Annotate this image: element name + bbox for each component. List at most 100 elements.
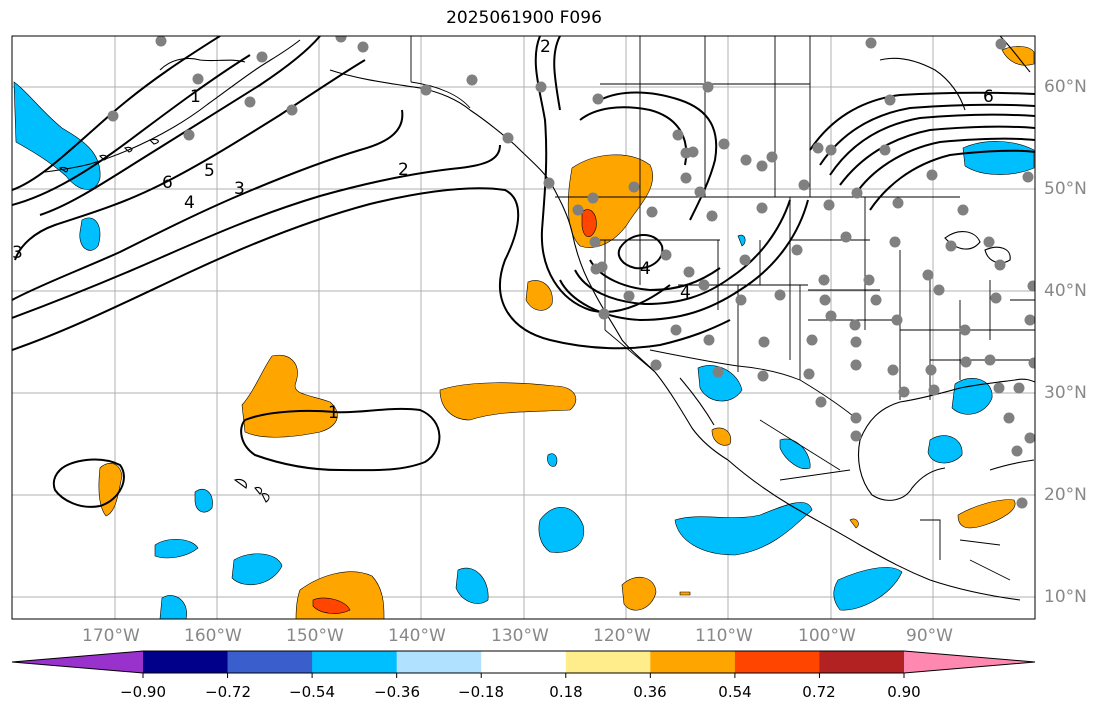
colorbar-extend-min — [12, 651, 143, 673]
colorbar-tick-label: −0.36 — [374, 683, 420, 701]
station-dot — [706, 210, 718, 222]
colorbar-segment — [650, 651, 736, 673]
station-dot — [502, 132, 514, 144]
lon-label-120w: 120°W — [593, 626, 651, 646]
contour-label: 4 — [184, 193, 195, 213]
station-dot — [683, 266, 695, 278]
station-dot — [1016, 497, 1028, 509]
contour-label: 3 — [12, 243, 23, 263]
station-dot — [922, 269, 934, 281]
contour-label: 4 — [680, 283, 691, 303]
station-dot — [587, 192, 599, 204]
lon-label-110w: 110°W — [695, 626, 753, 646]
station-dot — [244, 96, 256, 108]
station-dot — [928, 384, 940, 396]
map-title: 2025061900 F096 — [446, 8, 602, 28]
station-dot — [806, 334, 818, 346]
station-dot — [819, 294, 831, 306]
station-dot — [1024, 432, 1035, 444]
station-dot — [466, 74, 478, 86]
lat-label-30n: 30°N — [1044, 383, 1087, 403]
station-dot — [718, 138, 730, 150]
station-dot — [850, 359, 862, 371]
station-dot — [850, 430, 862, 442]
colorbar-tick-label: −0.54 — [289, 683, 335, 701]
station-dot — [107, 110, 119, 122]
lon-label-170w: 170°W — [82, 626, 140, 646]
lat-label-60n: 60°N — [1044, 77, 1087, 97]
station-dot — [335, 36, 347, 43]
station-dot — [1011, 445, 1023, 457]
colorbar-tick-label: −0.72 — [205, 683, 251, 701]
station-dot — [993, 382, 1005, 394]
station-dot — [756, 160, 768, 172]
station-dot — [1028, 357, 1035, 369]
station-dot — [702, 81, 714, 93]
station-dot — [791, 244, 803, 256]
station-dot — [803, 368, 815, 380]
station-dot — [995, 38, 1007, 50]
station-dot — [596, 261, 608, 273]
contour-labels: 2 1 2 3 5 6 4 3 4 4 1 6 — [12, 37, 994, 423]
station-dot — [815, 396, 827, 408]
station-dot — [1027, 280, 1035, 292]
station-dot — [628, 181, 640, 193]
station-dot — [884, 94, 896, 106]
station-dot — [887, 364, 899, 376]
colorbar-segment — [481, 651, 567, 673]
contour-label: 2 — [398, 160, 409, 180]
contour-label: 2 — [540, 37, 551, 57]
station-dot — [959, 324, 971, 336]
station-markers — [107, 36, 1035, 509]
colorbar — [11, 650, 1036, 678]
station-dot — [758, 336, 770, 348]
station-dot — [818, 274, 830, 286]
colorbar-tick-label: 0.18 — [549, 683, 583, 701]
station-dot — [850, 336, 862, 348]
lat-label-10n: 10°N — [1044, 587, 1087, 607]
station-dot — [870, 294, 882, 306]
station-dot — [798, 179, 810, 191]
station-dot — [879, 144, 891, 156]
station-dot — [983, 236, 995, 248]
political-borders — [410, 36, 1035, 581]
lat-label-50n: 50°N — [1044, 179, 1087, 199]
station-dot — [823, 199, 835, 211]
station-dot — [357, 41, 369, 53]
station-dot — [812, 142, 824, 154]
station-dot — [256, 51, 268, 63]
station-dot — [589, 236, 601, 248]
station-dot — [757, 370, 769, 382]
colorbar-segment — [143, 651, 229, 673]
station-dot — [650, 359, 662, 371]
station-dot — [850, 412, 862, 424]
station-dot — [933, 284, 945, 296]
station-dot — [865, 37, 877, 49]
station-dot — [420, 84, 432, 96]
station-dot — [1022, 171, 1034, 183]
station-dot — [1024, 314, 1035, 326]
colorbar-segment — [227, 651, 313, 673]
contour-label: 6 — [162, 173, 173, 193]
lon-label-90w: 90°W — [906, 626, 953, 646]
station-dot — [994, 259, 1006, 271]
contours — [12, 36, 1035, 508]
station-dot — [543, 177, 555, 189]
contour-label: 1 — [190, 87, 201, 107]
station-dot — [891, 314, 903, 326]
station-dot — [535, 81, 547, 93]
station-dot — [925, 364, 937, 376]
station-dot — [957, 204, 969, 216]
contour-label: 1 — [328, 403, 339, 423]
station-dot — [945, 240, 957, 252]
coastlines — [44, 36, 1035, 601]
station-dot — [774, 289, 786, 301]
colorbar-segment — [819, 651, 905, 673]
station-dot — [660, 249, 672, 261]
station-dot — [756, 202, 768, 214]
station-dot — [863, 274, 875, 286]
station-dot — [680, 172, 692, 184]
colorbar-tick-label: 0.54 — [718, 683, 752, 701]
station-dot — [825, 310, 837, 322]
colorbar-extend-max — [904, 651, 1035, 673]
